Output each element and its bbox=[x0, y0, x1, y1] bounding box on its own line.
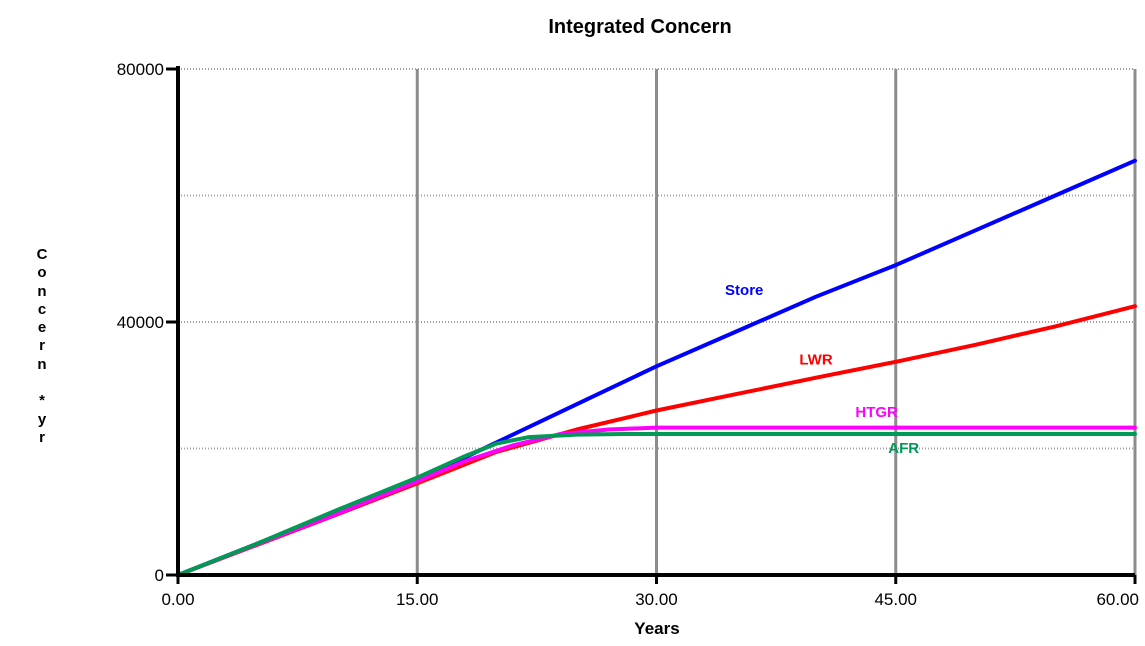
series-label-afr: AFR bbox=[888, 440, 919, 457]
series-label-htgr: HTGR bbox=[855, 404, 898, 421]
x-axis-label: Years bbox=[634, 619, 679, 638]
series-label-store: Store bbox=[725, 282, 763, 299]
tick-labels: 0 40000 80000 0.00 15.00 30.00 45.00 60.00 bbox=[117, 60, 1139, 609]
y-tick-label: 0 bbox=[155, 566, 164, 585]
y-tick-label: 80000 bbox=[117, 60, 164, 79]
y-axis-label: C o n c e r n * y r bbox=[36, 246, 48, 446]
series-group bbox=[176, 158, 1137, 577]
x-tick-label: 45.00 bbox=[874, 590, 917, 609]
series-label-lwr: LWR bbox=[799, 351, 832, 368]
x-tick-label: 0.00 bbox=[161, 590, 194, 609]
x-tick-label: 30.00 bbox=[635, 590, 678, 609]
chart-title: Integrated Concern bbox=[548, 16, 731, 38]
series-line-htgr bbox=[176, 425, 1137, 577]
x-tick-label: 15.00 bbox=[396, 590, 439, 609]
x-tick-label: 60.00 bbox=[1096, 590, 1139, 609]
grid bbox=[178, 68, 1137, 575]
y-tick-label: 40000 bbox=[117, 313, 164, 332]
series-labels: Store LWR HTGR AFR bbox=[725, 282, 919, 457]
axes bbox=[166, 66, 1137, 584]
series-line-afr bbox=[176, 432, 1137, 577]
